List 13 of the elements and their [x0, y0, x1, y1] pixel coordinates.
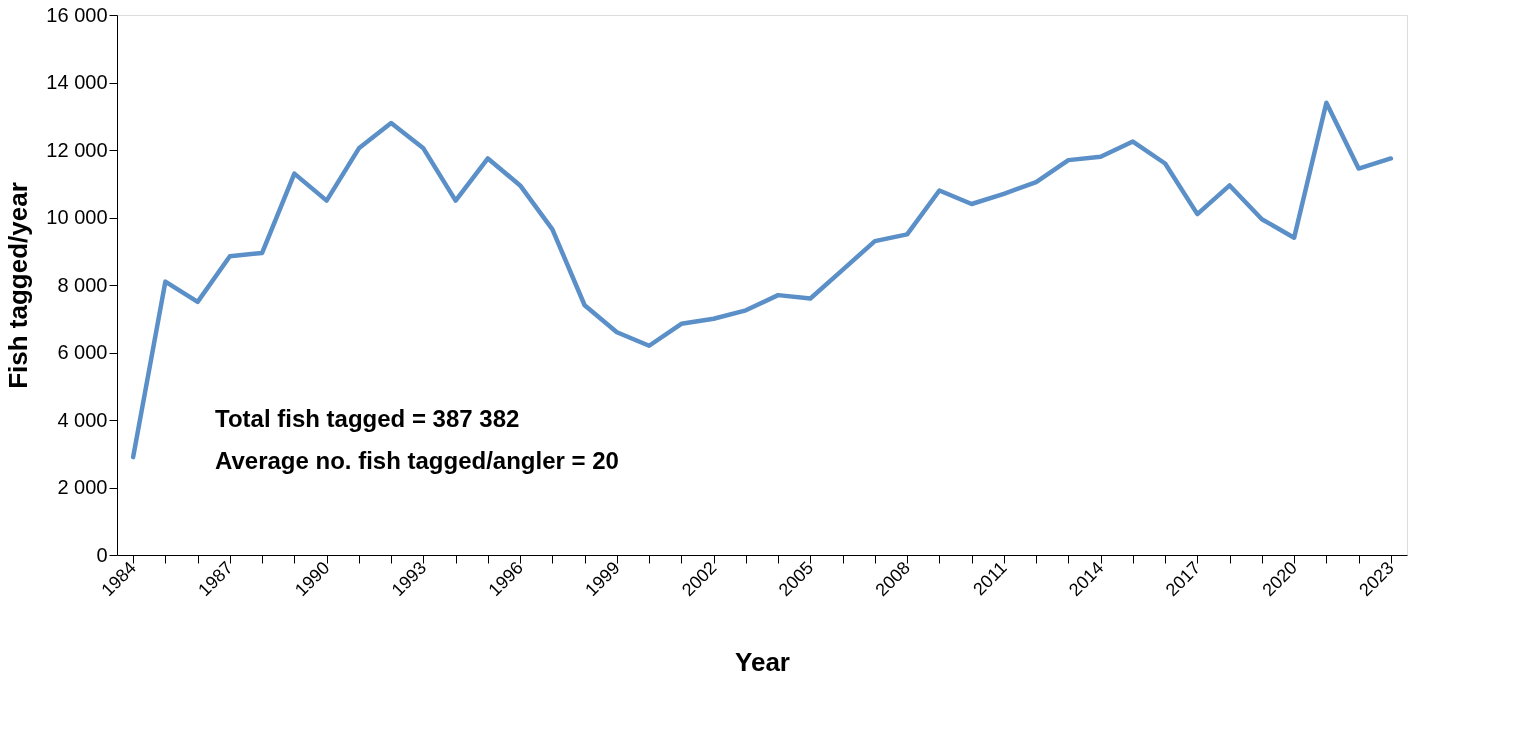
y-axis-title: Fish tagged/year — [3, 182, 34, 389]
y-tick-label: 2 000 — [57, 476, 108, 498]
y-tick-label: 6 000 — [57, 341, 108, 363]
y-tick-label: 8 000 — [57, 273, 108, 296]
y-tick-label: 0 — [96, 543, 108, 566]
y-tick-label: 4 000 — [57, 408, 108, 431]
y-tick-label: 12 000 — [46, 138, 108, 161]
annotation: Average no. fish tagged/angler = 20 — [215, 447, 619, 474]
annotation: Total fish tagged = 387 382 — [215, 405, 520, 432]
x-axis-title: Year — [735, 647, 790, 678]
y-tick-label: 14 000 — [46, 71, 108, 93]
y-tick-label: 10 000 — [46, 206, 108, 228]
y-tick-label: 16 000 — [46, 3, 108, 26]
